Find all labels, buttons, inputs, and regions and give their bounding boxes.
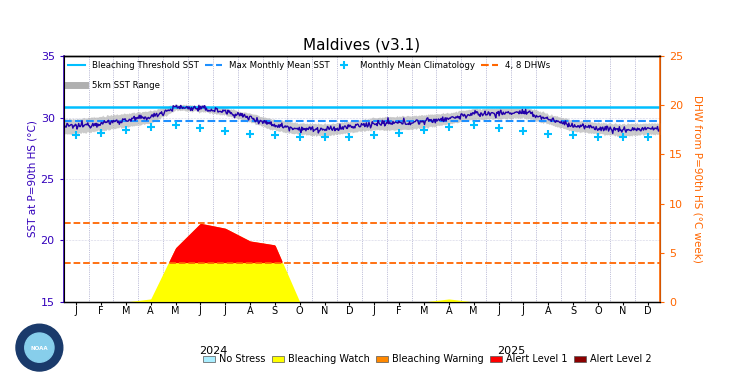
Legend: 5km SST Range: 5km SST Range — [68, 81, 160, 90]
Text: NOAA: NOAA — [31, 346, 48, 351]
Circle shape — [25, 333, 54, 362]
Title: Maldives (v3.1): Maldives (v3.1) — [303, 37, 421, 52]
Y-axis label: SST at P=90th HS (°C): SST at P=90th HS (°C) — [28, 121, 38, 237]
Text: 2024: 2024 — [199, 346, 227, 356]
Circle shape — [16, 324, 63, 371]
Legend: No Stress, Bleaching Watch, Bleaching Warning, Alert Level 1, Alert Level 2: No Stress, Bleaching Watch, Bleaching Wa… — [200, 351, 656, 368]
Text: 2025: 2025 — [496, 346, 525, 356]
Y-axis label: DHW from P=90th HS (°C week): DHW from P=90th HS (°C week) — [692, 95, 703, 263]
